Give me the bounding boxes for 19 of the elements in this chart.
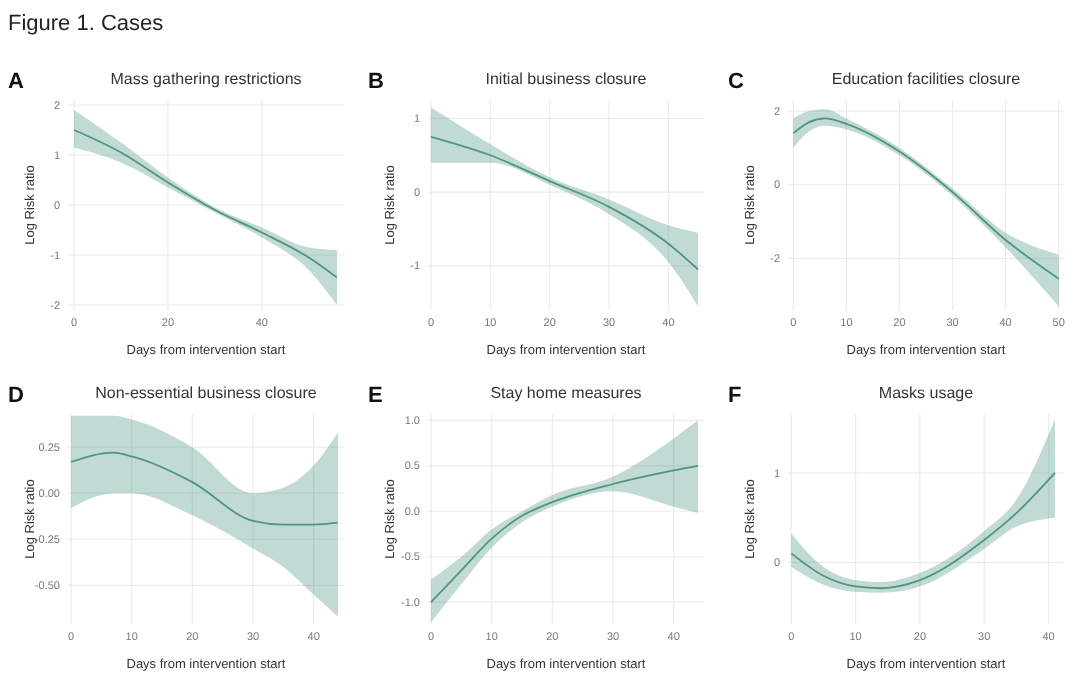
- line-series: [792, 117, 1060, 280]
- text: E: [368, 384, 383, 408]
- text: B: [368, 70, 384, 94]
- caption: Figure 1. Cases: [8, 12, 165, 36]
- text: F: [728, 384, 742, 408]
- chart-title: Mass gathering restrictions: [110, 70, 302, 88]
- line-series: [430, 135, 699, 271]
- text: D: [8, 384, 24, 408]
- chart-title: Masks usage: [878, 384, 975, 402]
- chart-title: Stay home measures: [490, 384, 642, 402]
- text: A: [8, 70, 24, 94]
- chart-title: Initial business closure: [485, 70, 648, 88]
- chart-title: Non-essential business closure: [95, 384, 318, 402]
- line-series: [73, 129, 338, 279]
- line-series: [790, 472, 1056, 590]
- text: C: [728, 70, 744, 94]
- line-series: [430, 464, 699, 604]
- line-series: [70, 451, 339, 526]
- chart-title: Education facilities closure: [831, 70, 1022, 88]
